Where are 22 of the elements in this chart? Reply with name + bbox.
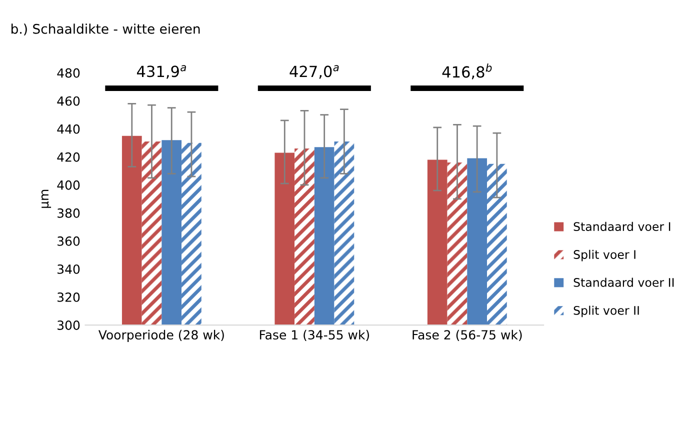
annotation: 427,0$^{a}$ xyxy=(290,65,339,79)
y-tick-label: 400 xyxy=(57,180,80,190)
y-axis-title: µm xyxy=(41,190,52,208)
y-tick-label: 440 xyxy=(57,124,80,134)
y-tick-label: 320 xyxy=(58,292,80,302)
annotation: 416,8$^{b}$ xyxy=(442,64,492,80)
legend-label: Standaard voer II xyxy=(574,278,674,287)
legend-label: Split voer II xyxy=(574,306,639,318)
y-tick-label: 340 xyxy=(58,264,80,274)
x-tick-label: Fase 2 (56-75 wk) xyxy=(412,330,522,342)
legend-label: Split voer I xyxy=(574,250,636,262)
y-tick-label: 420 xyxy=(57,152,80,162)
y-tick-label: 380 xyxy=(58,208,80,218)
annotation: 431,9$^{a}$ xyxy=(136,65,186,79)
legend-label: Standaard voer I xyxy=(574,222,670,232)
chart-title: b.) Schaaldikte - witte eieren xyxy=(12,24,200,36)
y-tick-label: 460 xyxy=(57,96,80,106)
x-tick-label: Fase 1 (34-55 wk) xyxy=(260,330,370,342)
x-tick-label: Voorperiode (28 wk) xyxy=(98,330,224,342)
y-tick-label: 480 xyxy=(57,68,80,78)
y-tick-label: 360 xyxy=(58,236,80,246)
y-tick-label: 300 xyxy=(58,320,80,330)
